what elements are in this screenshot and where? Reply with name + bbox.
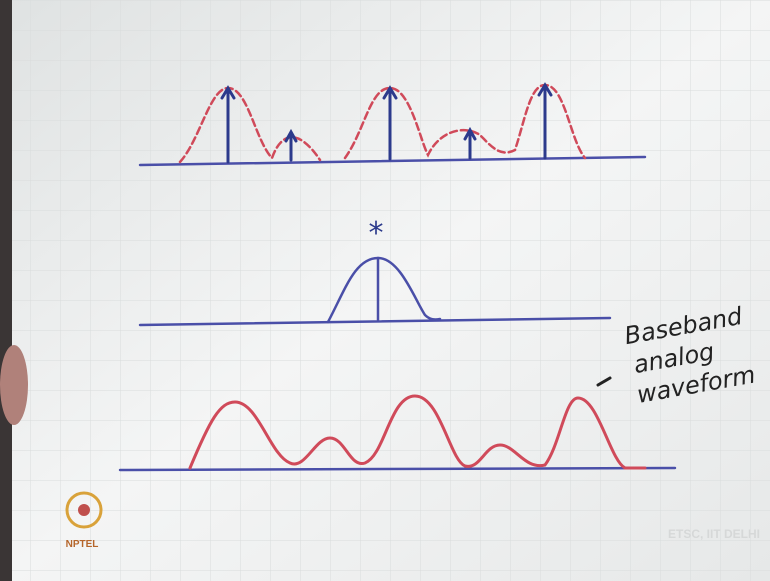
grid-paper (0, 0, 770, 581)
hand (0, 345, 28, 425)
whiteboard: * Baseband analog waveform NPTEL ETSC, I… (0, 0, 770, 581)
frame-edge (0, 0, 12, 581)
logo-center (78, 504, 90, 516)
watermark: ETSC, IIT DELHI (668, 527, 760, 541)
convolution-symbol: * (369, 216, 384, 251)
logo-text: NPTEL (66, 539, 99, 550)
